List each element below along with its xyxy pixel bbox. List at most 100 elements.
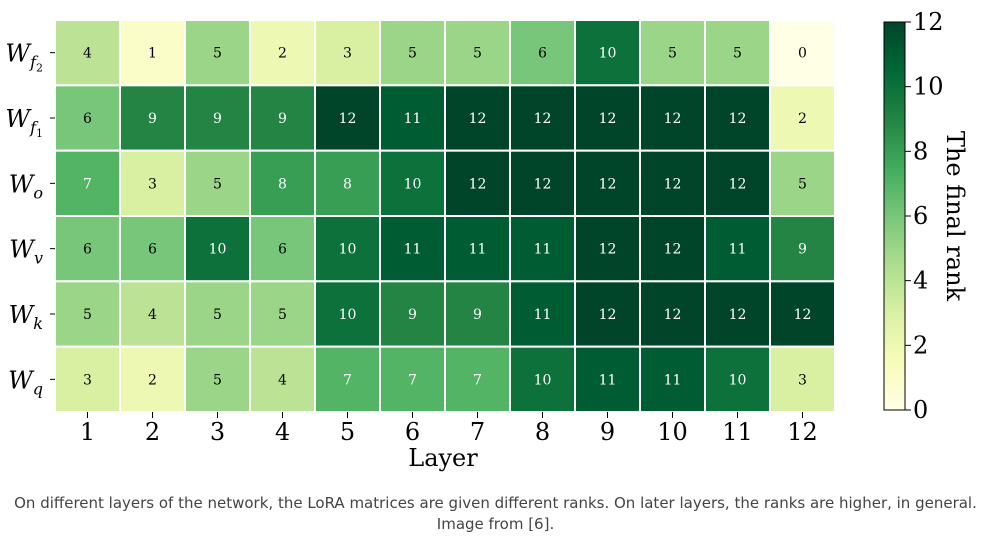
heatmap-cell bbox=[54, 280, 121, 348]
cell-value-label: 12 bbox=[664, 307, 682, 323]
cell-value-label: 5 bbox=[83, 307, 92, 323]
cell-value-label: 9 bbox=[213, 111, 222, 127]
y-tick-label: Wf2 bbox=[5, 40, 43, 75]
cell-value-label: 7 bbox=[408, 372, 417, 388]
cell-value-label: 12 bbox=[469, 176, 487, 192]
cell-value-label: 10 bbox=[404, 176, 422, 192]
heatmap-cell bbox=[639, 84, 706, 152]
cell-value-label: 12 bbox=[599, 242, 617, 258]
cell-value-label: 5 bbox=[798, 176, 807, 192]
cell-value-label: 12 bbox=[469, 111, 487, 127]
heatmap-cell bbox=[509, 280, 576, 348]
heatmap-cell bbox=[54, 345, 121, 413]
colorbar-tick-label: 2 bbox=[913, 331, 928, 359]
x-tick-label: 12 bbox=[787, 418, 818, 446]
heatmap-cell bbox=[639, 19, 706, 87]
x-tick-label: 3 bbox=[210, 418, 225, 446]
heatmap-cell bbox=[704, 84, 771, 152]
cell-value-label: 2 bbox=[278, 46, 287, 62]
cell-value-label: 7 bbox=[83, 176, 92, 192]
heatmap-cell bbox=[184, 149, 251, 218]
cell-value-label: 10 bbox=[209, 242, 227, 258]
heatmap-cell bbox=[574, 84, 641, 152]
cell-value-label: 2 bbox=[148, 372, 157, 388]
colorbar-ticks: 0 2 4 6 8 10 12 bbox=[905, 8, 944, 424]
cell-value-label: 0 bbox=[798, 46, 807, 62]
cell-value-label: 3 bbox=[798, 372, 807, 388]
heatmap-cell bbox=[574, 215, 641, 283]
cell-value-label: 10 bbox=[339, 307, 357, 323]
heatmap-cell bbox=[379, 215, 446, 283]
cell-value-label: 5 bbox=[668, 46, 677, 62]
cell-value-label: 11 bbox=[404, 111, 422, 127]
y-tick-label: Wk bbox=[9, 301, 43, 333]
cell-value-label: 11 bbox=[534, 242, 552, 258]
cell-value-label: 6 bbox=[538, 46, 547, 62]
cell-value-label: 11 bbox=[404, 242, 422, 258]
cell-value-label: 4 bbox=[83, 46, 92, 62]
x-tick-label: 2 bbox=[145, 418, 160, 446]
heatmap-cell bbox=[704, 280, 771, 348]
heatmap-cell bbox=[444, 345, 511, 413]
y-tick-label: Wo bbox=[9, 170, 43, 202]
x-tick-label: 6 bbox=[405, 418, 420, 446]
cell-value-label: 9 bbox=[798, 242, 807, 258]
cell-value-label: 5 bbox=[473, 46, 482, 62]
cell-value-label: 7 bbox=[473, 372, 482, 388]
cell-value-label: 12 bbox=[599, 111, 617, 127]
heatmap-cell bbox=[119, 84, 186, 152]
heatmap-cell bbox=[54, 215, 121, 283]
cell-value-label: 4 bbox=[278, 372, 287, 388]
cell-value-label: 3 bbox=[148, 176, 157, 192]
heatmap-cell bbox=[119, 280, 186, 348]
y-tick-label: Wv bbox=[9, 236, 43, 268]
x-axis-labels: 1 2 3 4 5 6 7 8 9 10 11 12 bbox=[80, 412, 818, 446]
heatmap-cell bbox=[509, 19, 576, 87]
heatmap-cell bbox=[249, 345, 316, 413]
heatmap-cell bbox=[509, 84, 576, 152]
heatmap-cells: 4 1 5 2 3 5 5 6 10 5 5 0 6 9 9 9 12 11 12 12 12 12 12 2 7 3 5 8 8 10 1… bbox=[54, 19, 836, 413]
x-tick-label: 9 bbox=[600, 418, 615, 446]
cell-value-label: 10 bbox=[534, 372, 552, 388]
cell-value-label: 12 bbox=[534, 111, 552, 127]
x-axis-title: Layer bbox=[408, 444, 478, 472]
heatmap-cell bbox=[769, 345, 836, 413]
x-tick-label: 11 bbox=[722, 418, 753, 446]
heatmap-cell bbox=[769, 84, 836, 152]
heatmap-cell bbox=[314, 280, 381, 348]
colorbar-tick-label: 12 bbox=[913, 8, 944, 36]
heatmap-cell bbox=[769, 215, 836, 283]
heatmap-cell bbox=[314, 84, 381, 152]
cell-value-label: 12 bbox=[794, 307, 812, 323]
cell-value-label: 10 bbox=[599, 46, 617, 62]
cell-value-label: 8 bbox=[343, 176, 352, 192]
heatmap-cell bbox=[704, 215, 771, 283]
y-tick-label: Wf1 bbox=[5, 105, 43, 140]
x-tick-label: 8 bbox=[535, 418, 550, 446]
cell-value-label: 11 bbox=[469, 242, 487, 258]
heatmap-cell bbox=[509, 345, 576, 413]
colorbar-tick-label: 6 bbox=[913, 202, 928, 230]
heatmap-cell bbox=[444, 84, 511, 152]
cell-value-label: 5 bbox=[213, 176, 222, 192]
cell-value-label: 11 bbox=[534, 307, 552, 323]
cell-value-label: 6 bbox=[83, 242, 92, 258]
cell-value-label: 5 bbox=[213, 46, 222, 62]
x-tick-label: 7 bbox=[470, 418, 485, 446]
cell-value-label: 12 bbox=[664, 242, 682, 258]
cell-value-label: 9 bbox=[408, 307, 417, 323]
heatmap-cell bbox=[574, 345, 641, 413]
cell-value-label: 5 bbox=[408, 46, 417, 62]
heatmap-chart: 4 1 5 2 3 5 5 6 10 5 5 06 9 9 9 12 11 12 12 12 12 12 27 3 5 8 8 10 1… bbox=[5, 8, 969, 472]
cell-value-label: 7 bbox=[343, 372, 352, 388]
cell-value-label: 9 bbox=[148, 111, 157, 127]
cell-value-label: 10 bbox=[729, 372, 747, 388]
cell-value-label: 12 bbox=[664, 111, 682, 127]
colorbar-gradient bbox=[883, 21, 906, 411]
cell-value-label: 11 bbox=[664, 372, 682, 388]
heatmap-cell bbox=[184, 280, 251, 348]
x-tick-label: 4 bbox=[275, 418, 290, 446]
x-tick-label: 5 bbox=[340, 418, 355, 446]
heatmap-cell bbox=[769, 19, 836, 87]
cell-value-label: 12 bbox=[599, 307, 617, 323]
